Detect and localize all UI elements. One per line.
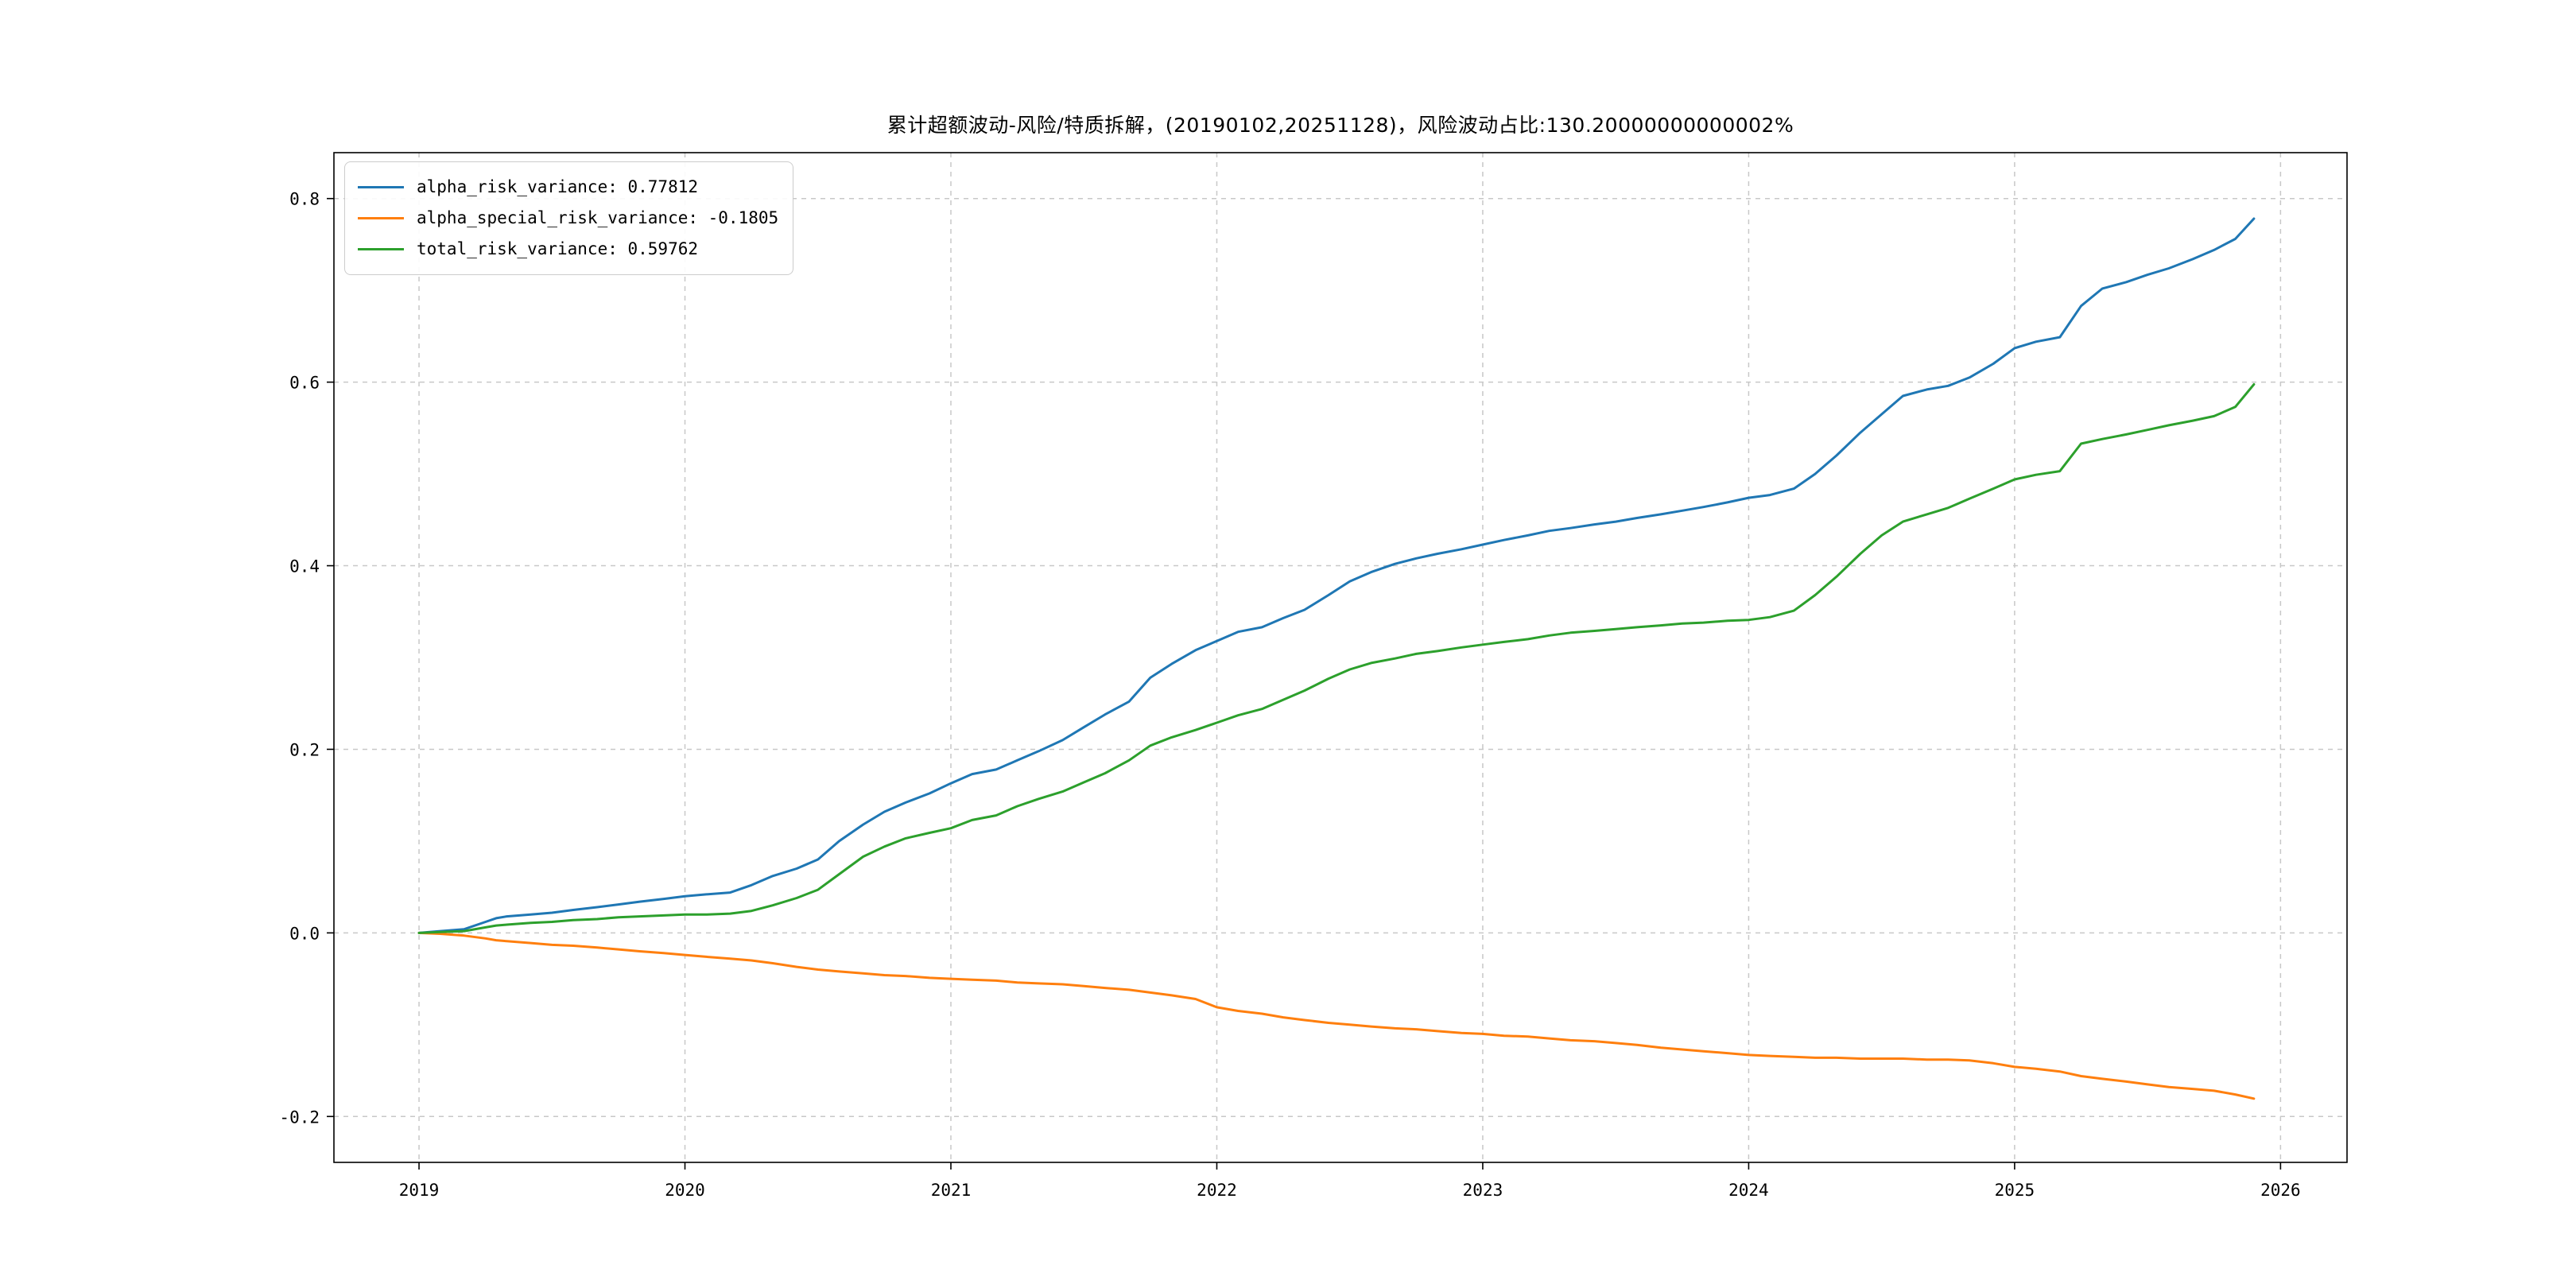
- y-tick-label: 0.4: [289, 557, 320, 576]
- legend-swatch-alpha-special-risk-variance-icon: [358, 217, 404, 219]
- x-tick-label: 2021: [931, 1181, 972, 1200]
- y-tick-label: 0.2: [289, 740, 320, 759]
- x-tick-label: 2026: [2260, 1181, 2301, 1200]
- y-tick-label: -0.2: [279, 1108, 320, 1127]
- legend-swatch-alpha-risk-variance-icon: [358, 186, 404, 188]
- series-line-total_risk_variance: [417, 382, 2256, 934]
- series-line-alpha_risk_variance: [417, 217, 2256, 934]
- x-tick-label: 2025: [1995, 1181, 2035, 1200]
- x-tick-label: 2020: [665, 1181, 705, 1200]
- legend-swatch-total-risk-variance-icon: [358, 248, 404, 250]
- legend-item-alpha-risk-variance: alpha_risk_variance: 0.77812: [358, 172, 778, 203]
- x-tick-label: 2022: [1197, 1181, 1237, 1200]
- legend-item-total-risk-variance: total_risk_variance: 0.59762: [358, 234, 778, 265]
- x-tick-label: 2024: [1728, 1181, 1769, 1200]
- legend-item-alpha-special-risk-variance: alpha_special_risk_variance: -0.1805: [358, 203, 778, 234]
- chart-title: 累计超额波动-风险/特质拆解，(20190102,20251128)，风险波动占…: [886, 114, 1794, 137]
- x-tick-label: 2023: [1463, 1181, 1503, 1200]
- legend-label-total-risk-variance: total_risk_variance: 0.59762: [417, 239, 699, 258]
- legend: alpha_risk_variance: 0.77812 alpha_speci…: [344, 161, 794, 275]
- y-tick-label: 0.0: [289, 924, 320, 943]
- legend-label-alpha-special-risk-variance: alpha_special_risk_variance: -0.1805: [417, 208, 779, 227]
- series-line-alpha_special_risk_variance: [417, 931, 2256, 1100]
- y-tick-label: 0.8: [289, 190, 320, 209]
- x-tick-label: 2019: [399, 1181, 440, 1200]
- axes-frame: [333, 152, 2348, 1163]
- y-tick-label: 0.6: [289, 374, 320, 393]
- legend-label-alpha-risk-variance: alpha_risk_variance: 0.77812: [417, 177, 699, 196]
